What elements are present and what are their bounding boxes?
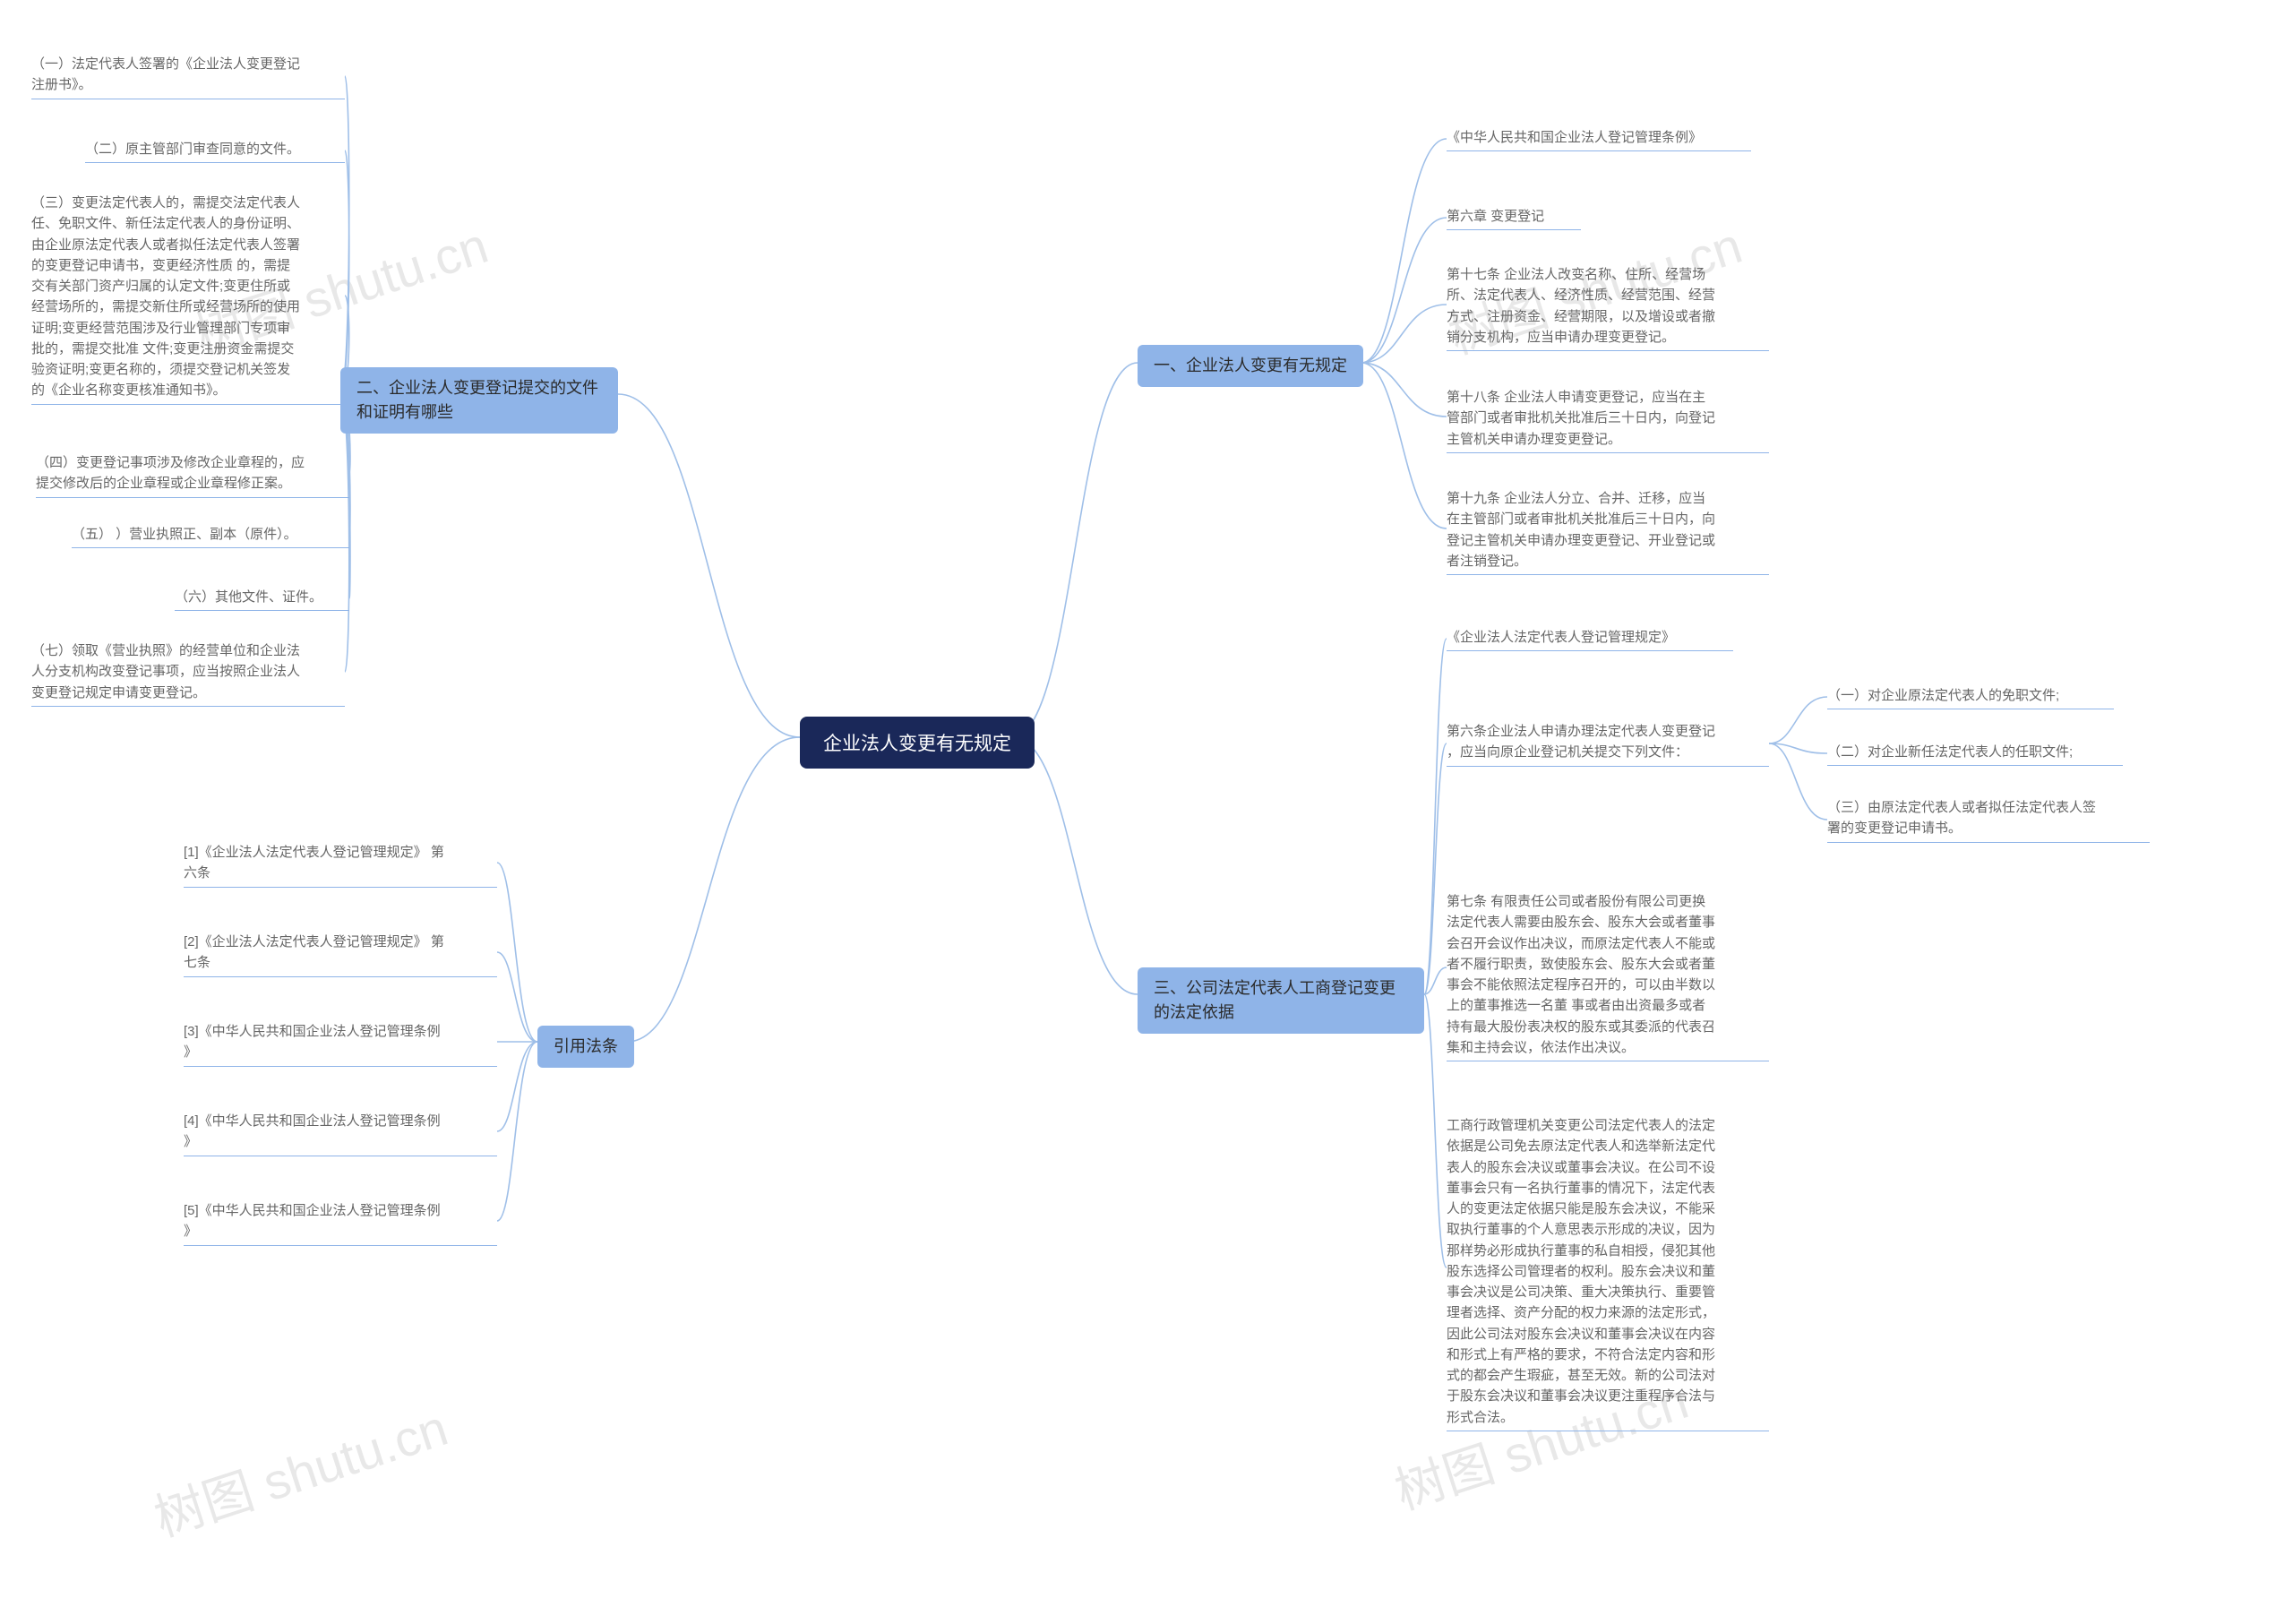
topic-t2-label: 二、企业法人变更登记提交的文件 和证明有哪些 bbox=[356, 379, 598, 421]
leaf-label: 第十八条 企业法人申请变更登记，应当在主 管部门或者审批机关批准后三十日内，向登… bbox=[1447, 390, 1715, 447]
leaf-t2-1[interactable]: （二）原主管部门审查同意的文件。 bbox=[85, 139, 345, 163]
leaf-t2-4[interactable]: （五） ）营业执照正、副本（原件）。 bbox=[72, 524, 349, 548]
leaf-t2-2[interactable]: （三）变更法定代表人的，需提交法定代表人 任、免职文件、新任法定代表人的身份证明… bbox=[31, 193, 345, 405]
leaf-label: [1]《企业法人法定代表人登记管理规定》 第 六条 bbox=[184, 845, 444, 881]
leaf-label: 第七条 有限责任公司或者股份有限公司更换 法定代表人需要由股东会、股东大会或者董… bbox=[1447, 894, 1715, 1055]
leaf-t3-2[interactable]: 第七条 有限责任公司或者股份有限公司更换 法定代表人需要由股东会、股东大会或者董… bbox=[1447, 891, 1769, 1061]
leaf-t3-0[interactable]: 《企业法人法定代表人登记管理规定》 bbox=[1447, 627, 1733, 651]
leaf-label: （三）变更法定代表人的，需提交法定代表人 任、免职文件、新任法定代表人的身份证明… bbox=[31, 195, 300, 398]
topic-t1[interactable]: 一、企业法人变更有无规定 bbox=[1138, 345, 1363, 387]
leaf-refs-2[interactable]: [3]《中华人民共和国企业法人登记管理条例 》 bbox=[184, 1021, 497, 1067]
leaf-label: （一）法定代表人签署的《企业法人变更登记 注册书》。 bbox=[31, 56, 300, 92]
leaf-t2-6[interactable]: （七）领取《营业执照》的经营单位和企业法 人分支机构改变登记事项，应当按照企业法… bbox=[31, 640, 345, 707]
leaf-t1-2[interactable]: 第十七条 企业法人改变名称、住所、经营场 所、法定代表人、经济性质、经营范围、经… bbox=[1447, 264, 1769, 351]
leaf-t1-0[interactable]: 《中华人民共和国企业法人登记管理条例》 bbox=[1447, 127, 1751, 151]
leaf-label: （七）领取《营业执照》的经营单位和企业法 人分支机构改变登记事项，应当按照企业法… bbox=[31, 643, 300, 700]
topic-refs[interactable]: 引用法条 bbox=[537, 1026, 634, 1068]
leaf-t2-5[interactable]: （六）其他文件、证件。 bbox=[175, 587, 349, 611]
leaf-refs-3[interactable]: [4]《中华人民共和国企业法人登记管理条例 》 bbox=[184, 1111, 497, 1156]
leaf-t3-1-2[interactable]: （三）由原法定代表人或者拟任法定代表人签 署的变更登记申请书。 bbox=[1827, 797, 2150, 843]
leaf-t3-3[interactable]: 工商行政管理机关变更公司法定代表人的法定 依据是公司免去原法定代表人和选举新法定… bbox=[1447, 1115, 1769, 1431]
leaf-label: [5]《中华人民共和国企业法人登记管理条例 》 bbox=[184, 1203, 441, 1239]
leaf-t3-1[interactable]: 第六条企业法人申请办理法定代表人变更登记 ，应当向原企业登记机关提交下列文件： bbox=[1447, 721, 1769, 767]
leaf-refs-0[interactable]: [1]《企业法人法定代表人登记管理规定》 第 六条 bbox=[184, 842, 497, 888]
leaf-label: 第十九条 企业法人分立、合并、迁移，应当 在主管部门或者审批机关批准后三十日内，… bbox=[1447, 491, 1715, 569]
topic-t3[interactable]: 三、公司法定代表人工商登记变更 的法定依据 bbox=[1138, 967, 1424, 1034]
leaf-label: [4]《中华人民共和国企业法人登记管理条例 》 bbox=[184, 1113, 441, 1149]
topic-t2[interactable]: 二、企业法人变更登记提交的文件 和证明有哪些 bbox=[340, 367, 618, 434]
topic-t3-label: 三、公司法定代表人工商登记变更 的法定依据 bbox=[1154, 979, 1396, 1021]
leaf-t1-1[interactable]: 第六章 变更登记 bbox=[1447, 206, 1581, 230]
center-node[interactable]: 企业法人变更有无规定 bbox=[800, 717, 1035, 769]
leaf-t2-3[interactable]: （四）变更登记事项涉及修改企业章程的，应 提交修改后的企业章程或企业章程修正案。 bbox=[36, 452, 349, 498]
leaf-t3-1-0[interactable]: （一）对企业原法定代表人的免职文件; bbox=[1827, 685, 2114, 709]
leaf-label: （四）变更登记事项涉及修改企业章程的，应 提交修改后的企业章程或企业章程修正案。 bbox=[36, 455, 305, 491]
leaf-refs-1[interactable]: [2]《企业法人法定代表人登记管理规定》 第 七条 bbox=[184, 932, 497, 977]
leaf-label: 第十七条 企业法人改变名称、住所、经营场 所、法定代表人、经济性质、经营范围、经… bbox=[1447, 267, 1715, 345]
leaf-t2-0[interactable]: （一）法定代表人签署的《企业法人变更登记 注册书》。 bbox=[31, 54, 345, 99]
leaf-refs-4[interactable]: [5]《中华人民共和国企业法人登记管理条例 》 bbox=[184, 1200, 497, 1246]
leaf-t3-1-1[interactable]: （二）对企业新任法定代表人的任职文件; bbox=[1827, 742, 2123, 766]
leaf-t1-4[interactable]: 第十九条 企业法人分立、合并、迁移，应当 在主管部门或者审批机关批准后三十日内，… bbox=[1447, 488, 1769, 575]
leaf-label: [3]《中华人民共和国企业法人登记管理条例 》 bbox=[184, 1024, 441, 1060]
leaf-label: [2]《企业法人法定代表人登记管理规定》 第 七条 bbox=[184, 934, 444, 970]
leaf-label: 工商行政管理机关变更公司法定代表人的法定 依据是公司免去原法定代表人和选举新法定… bbox=[1447, 1118, 1715, 1425]
leaf-label: 第六条企业法人申请办理法定代表人变更登记 ，应当向原企业登记机关提交下列文件： bbox=[1447, 724, 1715, 760]
leaf-label: （三）由原法定代表人或者拟任法定代表人签 署的变更登记申请书。 bbox=[1827, 800, 2096, 836]
leaf-t1-3[interactable]: 第十八条 企业法人申请变更登记，应当在主 管部门或者审批机关批准后三十日内，向登… bbox=[1447, 387, 1769, 453]
